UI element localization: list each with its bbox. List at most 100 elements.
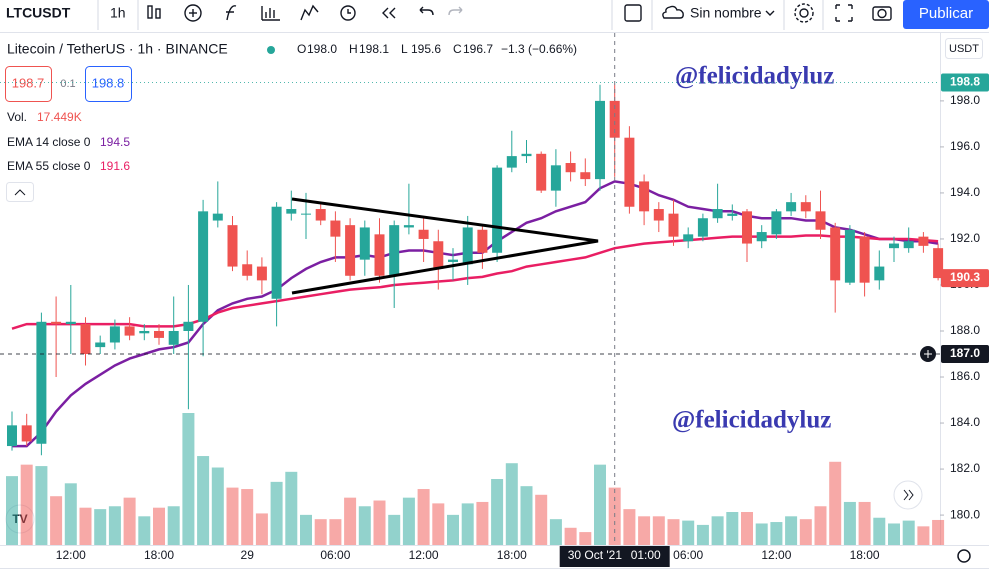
y-tick-label: 188.0 xyxy=(950,323,980,337)
volume-bar xyxy=(549,519,562,545)
volume-bar xyxy=(285,471,298,545)
symbol[interactable]: LTCUSDT xyxy=(6,5,71,21)
volume-bar xyxy=(491,479,504,545)
volume-bar xyxy=(388,514,401,545)
x-tick-label: 12:00 xyxy=(56,548,86,562)
market-status xyxy=(267,46,275,54)
ohlc-value: 195.6 xyxy=(411,42,441,56)
unit-label[interactable]: USDT xyxy=(949,43,979,55)
volume-bar xyxy=(638,516,651,545)
x-tick-label: 06:00 xyxy=(673,548,703,562)
candle-body xyxy=(506,156,517,168)
volume-bar xyxy=(579,532,592,545)
candle-body xyxy=(477,229,488,253)
change: −1.3 (−0.66%) xyxy=(501,42,577,56)
spread: 0.1 xyxy=(60,78,75,90)
candle-body xyxy=(271,206,282,299)
candle-body xyxy=(595,100,605,180)
candle-body xyxy=(815,211,826,230)
volume-bar xyxy=(858,501,871,545)
candle-body xyxy=(301,213,311,215)
candle-body xyxy=(565,163,576,173)
volume-bar xyxy=(667,519,680,545)
ema-line xyxy=(12,180,939,448)
volume-bar xyxy=(108,506,121,545)
candle-body xyxy=(903,241,914,249)
price-tag-label: 190.3 xyxy=(950,270,980,284)
candle-body xyxy=(154,330,164,338)
watermark: @felicidadyluz xyxy=(675,63,834,90)
volume-bar xyxy=(432,503,445,545)
candle-body xyxy=(345,225,356,276)
candle-body xyxy=(403,225,414,228)
candle-body xyxy=(933,248,944,279)
volume-label: Vol. xyxy=(7,110,27,124)
volume-bar xyxy=(652,516,665,545)
volume-bar xyxy=(6,476,18,545)
y-tick-label: 198.0 xyxy=(950,93,980,107)
triangle-drawing xyxy=(291,197,599,295)
sell-box[interactable] xyxy=(5,66,52,102)
interval[interactable]: 1h xyxy=(110,5,126,21)
candle-body xyxy=(330,220,341,237)
scroll-icon xyxy=(903,489,914,501)
candle-body xyxy=(51,321,62,325)
candle-body xyxy=(359,227,370,260)
y-tick-label: 180.0 xyxy=(950,507,980,521)
price-tag xyxy=(941,269,989,288)
volume-bar xyxy=(594,464,606,545)
candle-body xyxy=(212,213,223,221)
candle-body xyxy=(771,211,782,235)
volume-bar xyxy=(358,506,371,545)
toolbar-icons[interactable] xyxy=(97,0,892,30)
ema14-value: 194.5 xyxy=(100,135,130,149)
y-tick-label: 182.0 xyxy=(950,461,980,475)
collapse-button[interactable] xyxy=(6,182,34,202)
candle-body xyxy=(448,259,458,262)
candle-body xyxy=(742,211,752,244)
buy-box[interactable] xyxy=(85,66,132,102)
candle-body xyxy=(65,321,76,325)
volume-bar xyxy=(329,519,342,545)
volume-bar xyxy=(829,461,842,545)
collapse-icon xyxy=(14,189,26,196)
candle-body xyxy=(7,425,17,447)
volume-bar xyxy=(211,467,224,545)
candle-body xyxy=(36,321,47,444)
layout-name[interactable]: Sin nombre xyxy=(690,5,762,21)
candle-body xyxy=(653,209,664,221)
candle-body xyxy=(433,241,444,269)
volume-bar xyxy=(402,497,415,545)
settings-icon[interactable] xyxy=(957,549,971,563)
publish-button[interactable] xyxy=(903,0,989,29)
candle-body xyxy=(668,213,679,237)
candle-body xyxy=(315,209,326,221)
volume-bar xyxy=(726,512,739,545)
price-tag-label: 198.8 xyxy=(950,75,980,89)
candle-body xyxy=(830,227,841,281)
unit-button[interactable] xyxy=(945,38,983,59)
candle-body xyxy=(418,229,429,239)
x-tick-label: 18:00 xyxy=(850,548,880,562)
volume-bar xyxy=(64,483,77,545)
ohlc-key: O xyxy=(297,42,306,56)
publish-label[interactable]: Publicar xyxy=(919,5,973,22)
candle-body xyxy=(889,243,899,249)
candle-body xyxy=(286,209,297,214)
symbol-title: Litecoin / TetherUS · 1h · BINANCE xyxy=(7,41,228,57)
volume-bar xyxy=(917,526,930,545)
volume-bar xyxy=(755,523,768,545)
volume-bar xyxy=(476,501,489,545)
volume-bar xyxy=(241,489,254,545)
volume-bar xyxy=(373,500,386,545)
ohlc-value: 196.7 xyxy=(463,42,493,56)
price-tag xyxy=(941,345,989,364)
crosshair-time: 01:00 xyxy=(631,548,661,562)
candle-body xyxy=(80,324,91,355)
ohlc-legend: O 198.0 H 198.1 L 195.6 C 196.7 −1.3 (−0.66%) xyxy=(297,42,577,56)
y-tick-label: 184.0 xyxy=(950,415,980,429)
ema55-label: EMA 55 close 0 xyxy=(7,159,91,173)
candle-body xyxy=(389,225,400,276)
y-tick-label: 192.0 xyxy=(950,231,980,245)
